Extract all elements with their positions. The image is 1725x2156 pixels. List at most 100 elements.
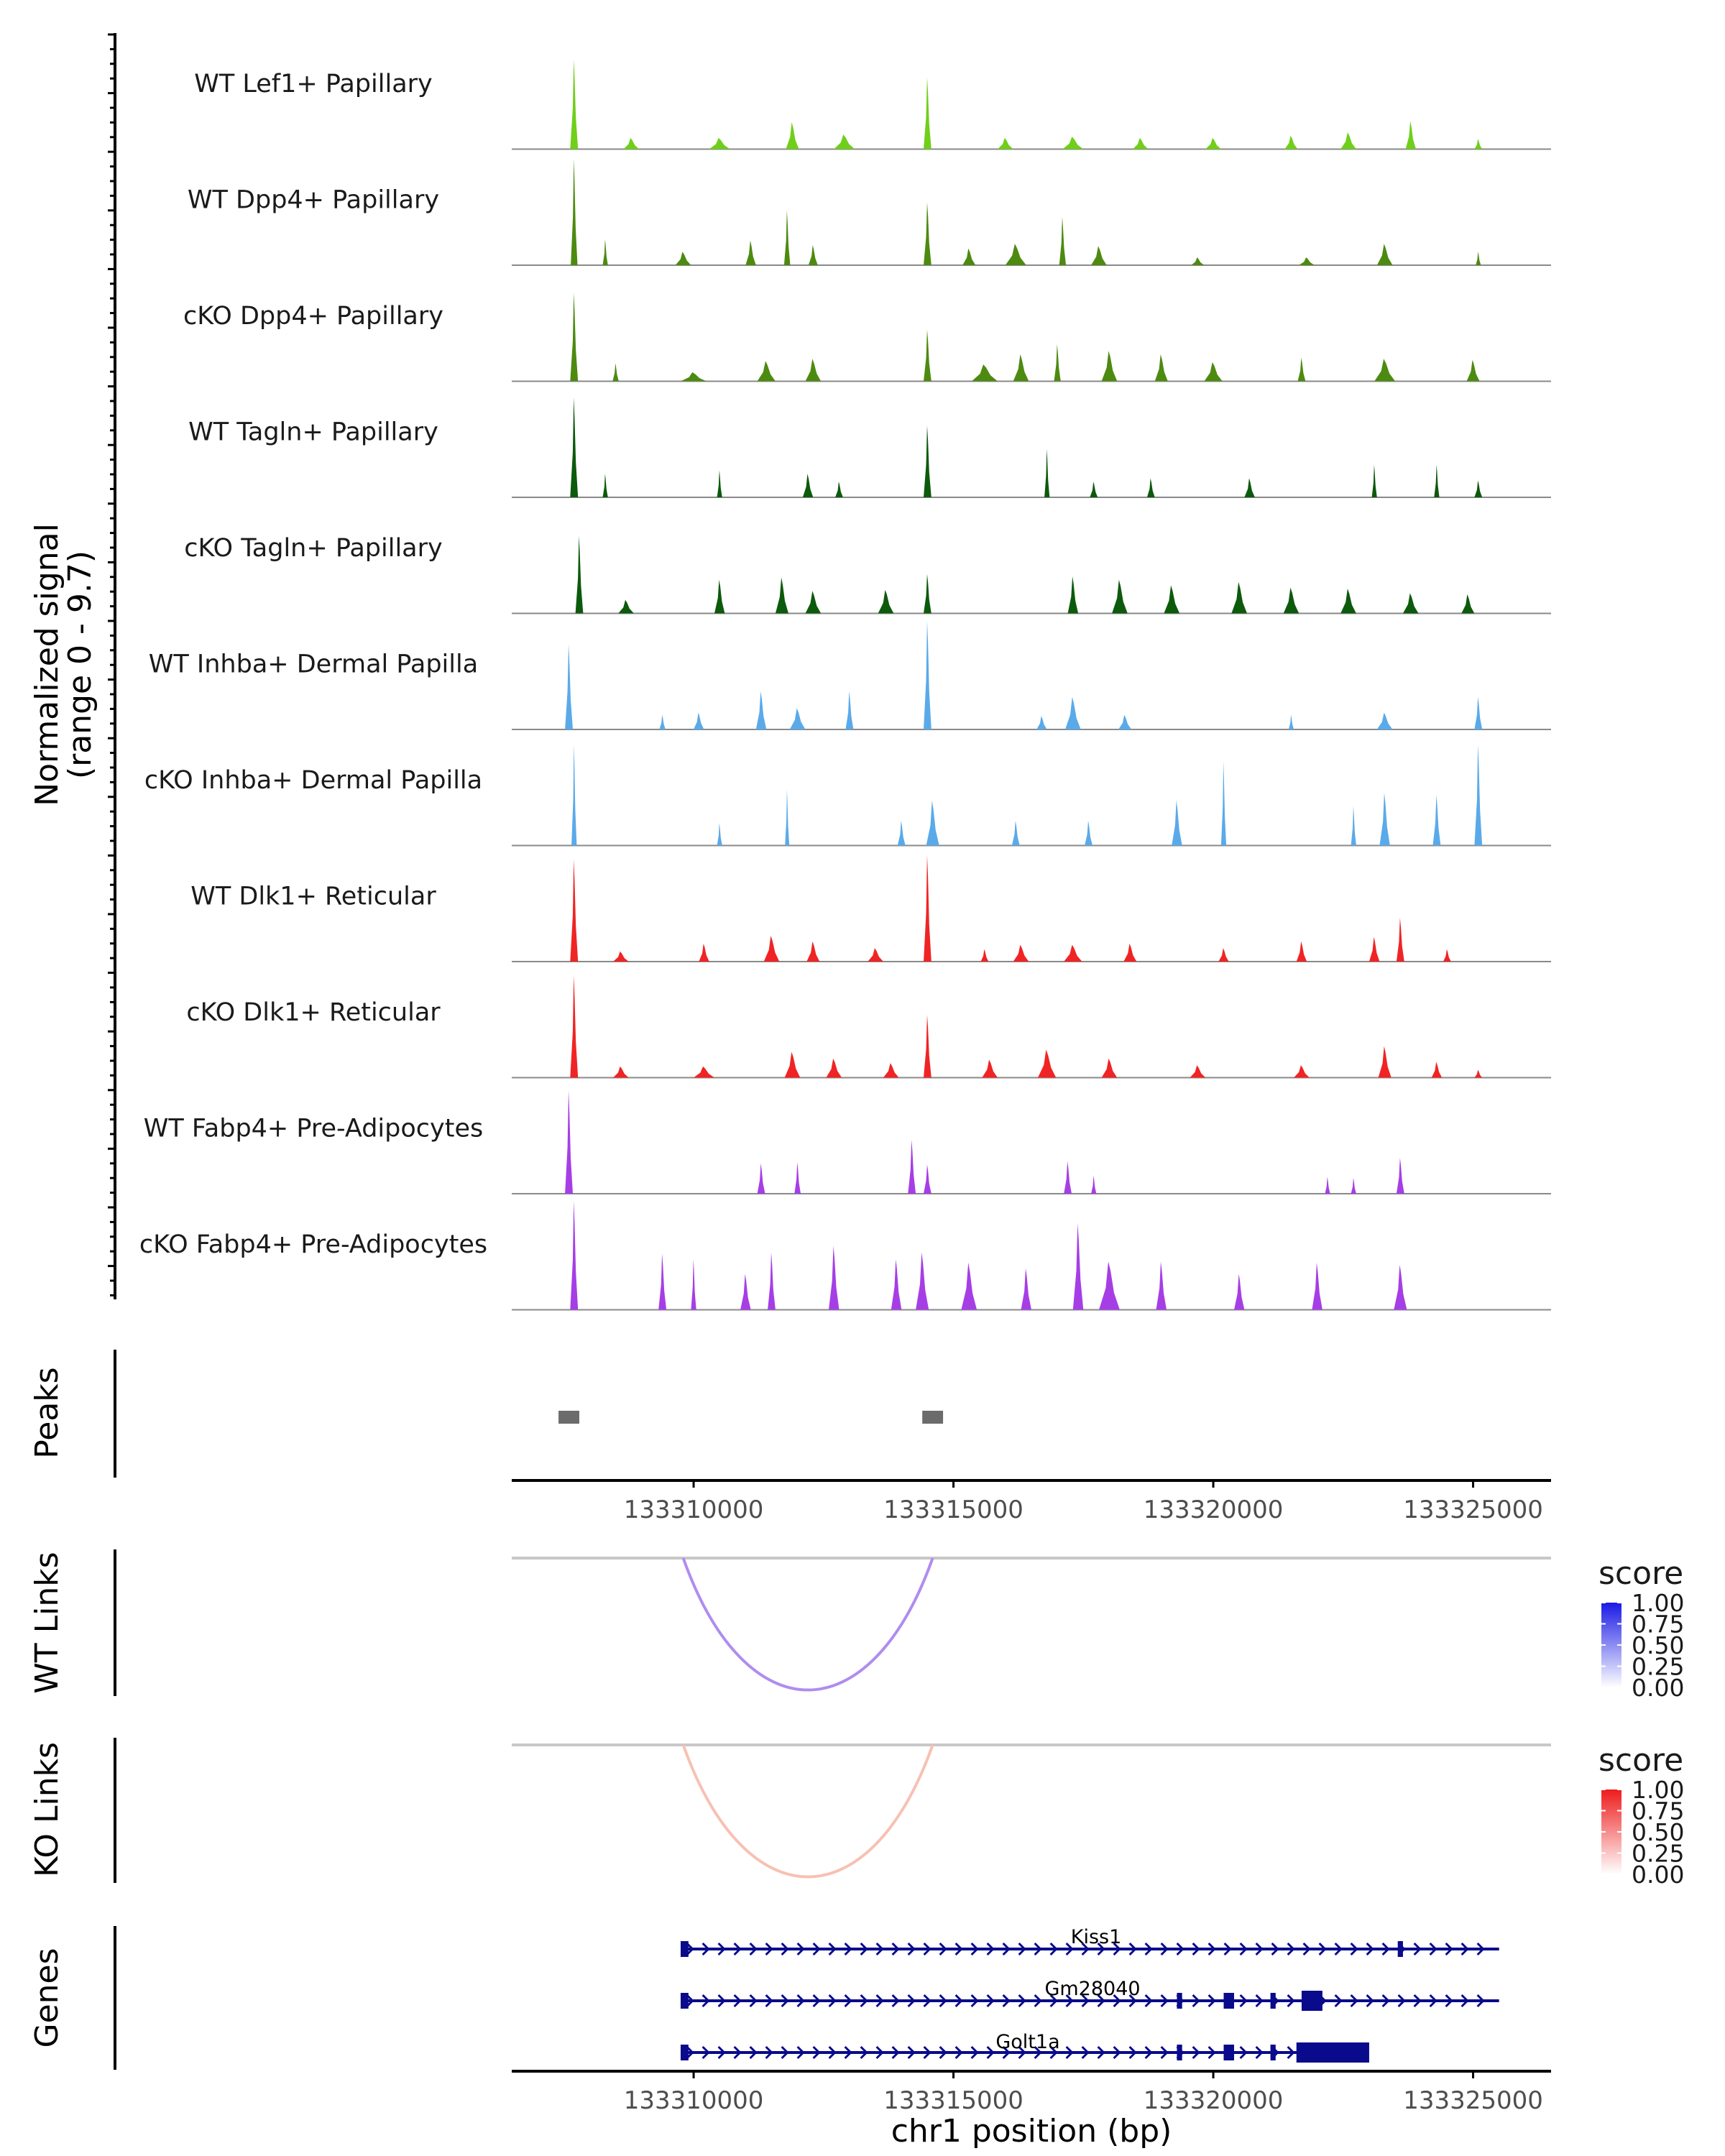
strand-arrow bbox=[1065, 1994, 1074, 2008]
signal-peak bbox=[740, 1273, 751, 1310]
signal-peak bbox=[1090, 482, 1098, 497]
strand-arrow bbox=[1160, 2045, 1169, 2060]
signal-peak bbox=[612, 363, 619, 382]
signal-peak bbox=[1065, 696, 1081, 729]
strand-arrow bbox=[939, 1994, 947, 2008]
x-tick-label: 133310000 bbox=[624, 2086, 764, 2115]
genes-track-label: Genes bbox=[29, 1948, 65, 2047]
strand-arrow bbox=[986, 1942, 995, 1956]
strand-arrow bbox=[1287, 2045, 1295, 2060]
signal-peak bbox=[775, 577, 788, 614]
signal-peak bbox=[891, 1259, 902, 1310]
legend-tick-label: 0.00 bbox=[1632, 1674, 1684, 1702]
strand-arrow bbox=[749, 1994, 758, 2008]
signal-peak bbox=[1376, 712, 1393, 729]
strand-arrow bbox=[844, 1994, 852, 2008]
signal-peak bbox=[1036, 716, 1047, 729]
strand-arrow bbox=[907, 2045, 916, 2060]
strand-arrow bbox=[1144, 2045, 1153, 2060]
signal-peak bbox=[1011, 821, 1020, 846]
signal-peak bbox=[883, 1063, 899, 1078]
strand-arrow bbox=[1287, 1942, 1295, 1956]
signal-peak bbox=[1133, 137, 1149, 149]
strand-arrow bbox=[1255, 1942, 1264, 1956]
gene-label: Gm28040 bbox=[1044, 1978, 1140, 2000]
strand-arrow bbox=[1239, 2045, 1248, 2060]
strand-arrow bbox=[812, 2045, 821, 2060]
strand-arrow bbox=[954, 2045, 963, 2060]
signal-peak bbox=[717, 823, 722, 846]
signal-peak bbox=[1234, 1273, 1245, 1310]
strand-arrow bbox=[1065, 1942, 1074, 1956]
strand-arrow bbox=[860, 1942, 868, 1956]
signal-peak bbox=[1371, 464, 1377, 497]
track-label-wt-inhba-dermal-papilla: WT Inhba+ Dermal Papilla bbox=[149, 650, 478, 679]
exon bbox=[1296, 2042, 1369, 2063]
strand-arrow bbox=[923, 1942, 932, 1956]
signal-peak bbox=[1312, 1262, 1322, 1310]
track-label-cko-dpp4-papillary: cKO Dpp4+ Papillary bbox=[183, 302, 443, 331]
signal-peak bbox=[1434, 464, 1440, 497]
signal-peak bbox=[961, 1262, 978, 1310]
signal-peak bbox=[1476, 252, 1481, 265]
strand-arrow bbox=[1208, 2045, 1216, 2060]
signal-peak bbox=[1156, 1261, 1167, 1310]
track-wt-tagln-papillary: WT Tagln+ Papillary bbox=[188, 397, 1551, 498]
strand-arrow bbox=[828, 2045, 837, 2060]
strand-arrow bbox=[1128, 2045, 1137, 2060]
strand-arrow bbox=[891, 1942, 900, 1956]
strand-arrow bbox=[939, 2045, 947, 2060]
track-cko-inhba-dermal-papilla: cKO Inhba+ Dermal Papilla bbox=[144, 744, 1551, 847]
signal-peak bbox=[694, 712, 704, 729]
strand-arrow bbox=[812, 1994, 821, 2008]
peaks-track-label: Peaks bbox=[29, 1367, 65, 1458]
signal-peak bbox=[1205, 137, 1221, 149]
signal-peak bbox=[694, 1066, 714, 1078]
strand-arrow bbox=[1223, 1942, 1232, 1956]
signal-peak bbox=[1244, 478, 1255, 497]
signal-peak bbox=[1340, 589, 1356, 614]
strand-arrow bbox=[1302, 1942, 1311, 1956]
signal-peak bbox=[571, 158, 578, 265]
signal-peak bbox=[1190, 1065, 1206, 1078]
strand-arrow bbox=[1097, 2045, 1105, 2060]
strand-arrow bbox=[1018, 1994, 1026, 2008]
strand-arrow bbox=[923, 1994, 932, 2008]
coverage-tracks: WT Lef1+ Papillary WT Dpp4+ Papillary cKO … bbox=[139, 59, 1551, 1311]
signal-peak bbox=[1340, 132, 1356, 149]
signal-peak bbox=[1067, 576, 1079, 614]
signal-peak bbox=[1013, 354, 1029, 382]
strand-arrow bbox=[781, 2045, 789, 2060]
strand-arrow bbox=[954, 1942, 963, 1956]
peak-region bbox=[558, 1411, 579, 1424]
strand-arrow bbox=[1381, 1994, 1390, 2008]
strand-arrow bbox=[1097, 1994, 1105, 2008]
signal-peak bbox=[1466, 359, 1480, 382]
strand-arrow bbox=[1034, 2045, 1042, 2060]
signal-peak bbox=[755, 691, 767, 729]
gene-label: Kiss1 bbox=[1071, 1926, 1122, 1948]
signal-peak bbox=[570, 1201, 579, 1310]
strand-arrow bbox=[765, 1942, 773, 1956]
signal-peak bbox=[1379, 793, 1390, 846]
signal-peak bbox=[924, 202, 932, 265]
signal-peak bbox=[768, 1252, 776, 1310]
signal-peak bbox=[1474, 696, 1483, 729]
signal-peak bbox=[1013, 944, 1029, 962]
strand-arrow bbox=[1002, 1942, 1011, 1956]
strand-arrow bbox=[717, 2045, 726, 2060]
track-label-wt-tagln-papillary: WT Tagln+ Papillary bbox=[188, 418, 438, 447]
exon bbox=[1223, 1993, 1234, 2009]
gene-kiss1: Kiss1 bbox=[680, 1926, 1499, 1957]
gene-models: Kiss1 Gm28040 Golt1a bbox=[680, 1926, 1499, 2063]
strand-arrow bbox=[717, 1942, 726, 1956]
signal-peak bbox=[826, 1058, 842, 1078]
strand-arrow bbox=[702, 1994, 710, 2008]
strand-arrow bbox=[1334, 1994, 1343, 2008]
strand-arrow bbox=[1239, 1994, 1248, 2008]
signal-peak bbox=[998, 137, 1013, 149]
strand-arrow bbox=[1002, 2045, 1011, 2060]
wt-links-track-label: WT Links bbox=[29, 1552, 65, 1693]
strand-arrow bbox=[954, 1994, 963, 2008]
track-wt-dpp4-papillary: WT Dpp4+ Papillary bbox=[188, 158, 1551, 266]
